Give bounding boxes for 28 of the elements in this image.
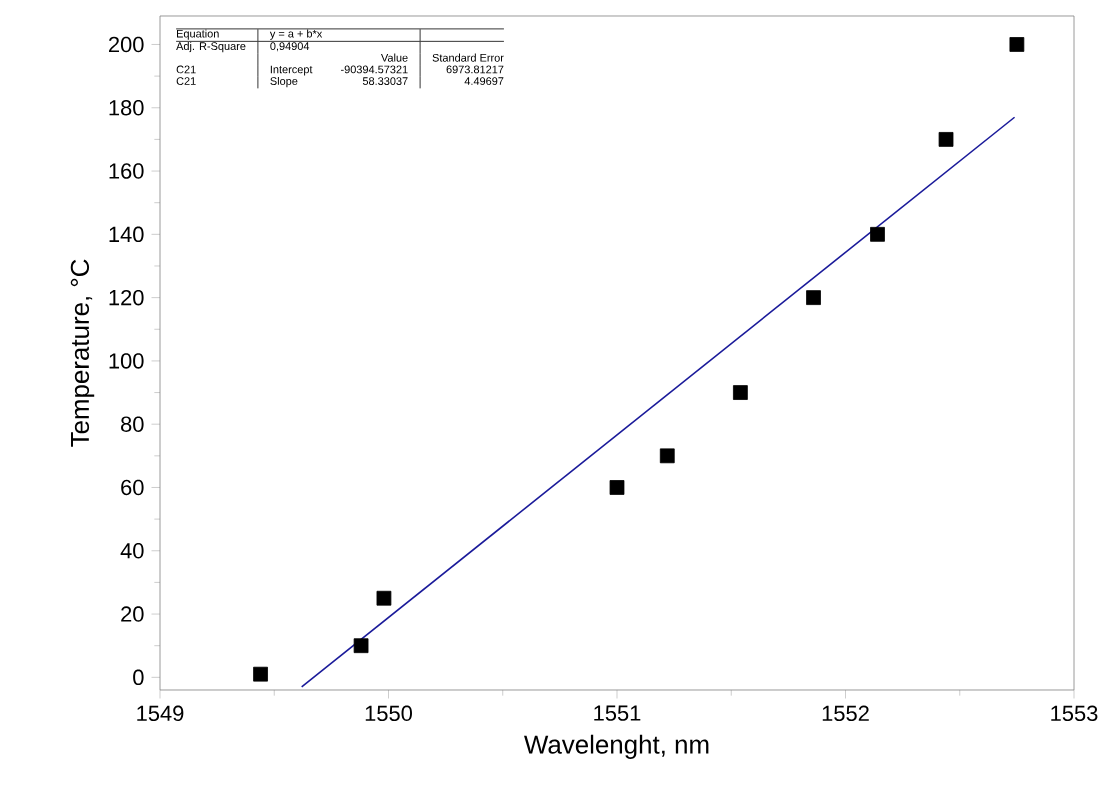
point [1009, 37, 1025, 52]
y-tick-label: 80 [121, 416, 144, 432]
point [733, 385, 748, 400]
y-tick-label: 160 [109, 163, 144, 179]
y-tick-label: 60 [121, 479, 144, 496]
y-tick-label: 0 [133, 669, 144, 686]
point [376, 590, 392, 606]
y-tick-label: 40 [120, 543, 144, 559]
y-tick-label: 200 [108, 36, 144, 53]
y-tick-label: 100 [109, 353, 144, 369]
y-tick-label: 120 [109, 289, 144, 306]
x-tick-label: 1551 [594, 705, 641, 721]
y-axis-title: Temperature, °C [70, 259, 95, 447]
x-tick-label: 1553 [1051, 705, 1098, 722]
x-axis-title: Wavelenght, nm [524, 734, 709, 759]
point [253, 666, 268, 682]
point [806, 290, 821, 305]
y-tick-label: 140 [109, 226, 144, 243]
point [609, 480, 625, 495]
x-tick-label: 1549 [137, 705, 184, 722]
y-tick-label: 180 [109, 100, 144, 116]
point [659, 448, 675, 464]
y-tick-label: 20 [121, 606, 144, 622]
x-tick-label: 1550 [365, 705, 412, 722]
x-tick-label: 1552 [822, 705, 869, 722]
point [353, 638, 369, 654]
point [870, 226, 885, 242]
point [938, 132, 954, 147]
